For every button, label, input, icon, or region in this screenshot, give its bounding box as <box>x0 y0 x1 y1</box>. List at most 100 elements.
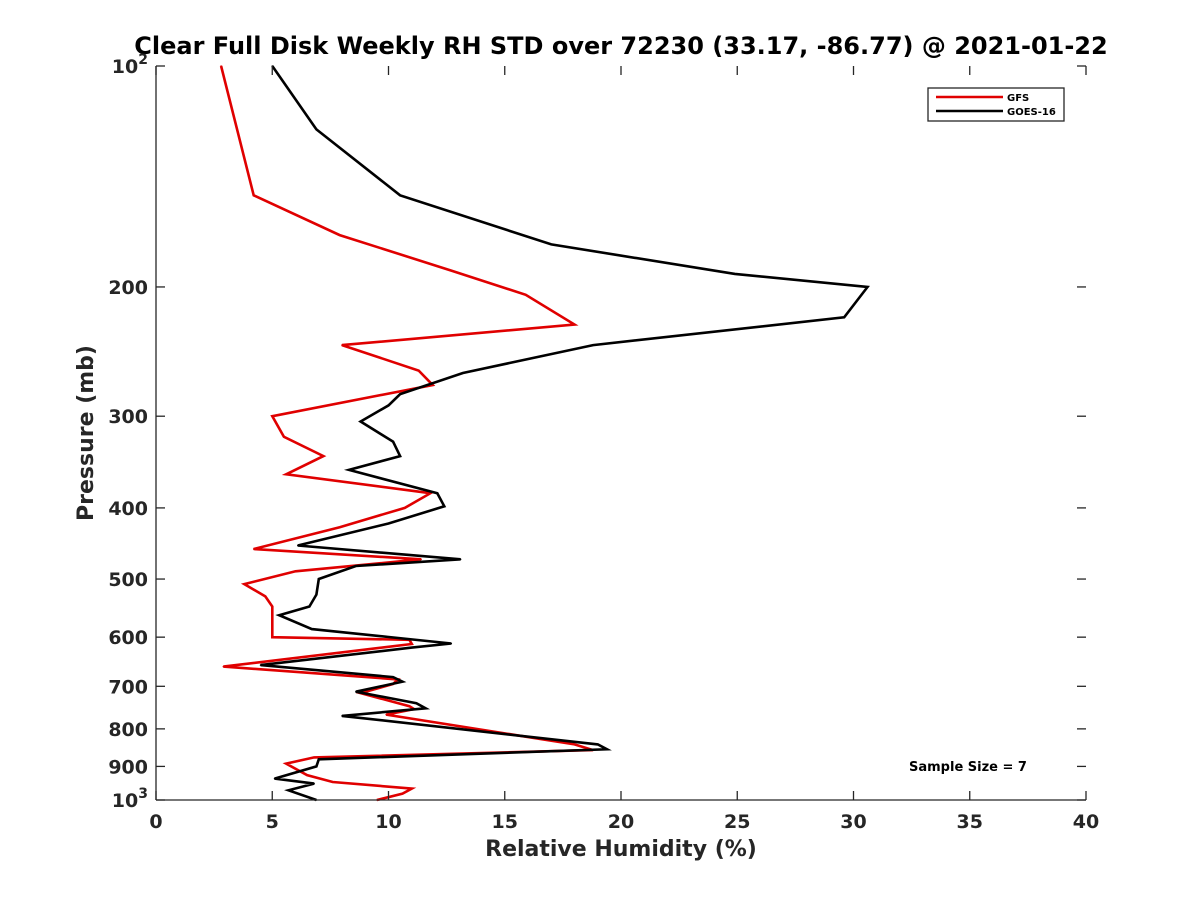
data-point-gfs-24 <box>411 643 413 645</box>
data-point-goes16-26 <box>450 642 453 645</box>
x-tick-label-30: 30 <box>840 811 866 833</box>
data-point-goes16-27 <box>411 646 413 649</box>
data-point-goes16-4 <box>734 273 736 275</box>
data-point-goes16-29 <box>392 676 394 678</box>
x-tick-label-35: 35 <box>957 811 983 833</box>
data-point-gfs-18 <box>294 570 297 573</box>
data-point-gfs-38 <box>411 787 413 790</box>
data-point-gfs-22 <box>271 636 274 638</box>
data-point-goes16-16 <box>443 505 446 508</box>
data-point-goes16-13 <box>399 455 401 457</box>
data-point-goes16-31 <box>355 690 357 693</box>
data-point-goes16-32 <box>415 702 418 704</box>
y-tick-label-900: 900 <box>108 756 148 778</box>
data-point-goes16-33 <box>424 707 427 710</box>
plot-area <box>156 66 1086 800</box>
sample-size-annotation: Sample Size = 7 <box>909 760 1027 775</box>
y-tick-label-800: 800 <box>108 719 148 741</box>
x-tick-label-40: 40 <box>1073 811 1099 833</box>
data-point-gfs-6 <box>341 344 343 346</box>
data-point-gfs-7 <box>417 369 420 372</box>
data-point-gfs-29 <box>408 705 411 707</box>
data-point-goes16-34 <box>341 715 343 717</box>
data-point-goes16-1 <box>315 128 318 131</box>
data-point-gfs-11 <box>322 455 325 457</box>
data-point-gfs-14 <box>404 507 406 509</box>
data-point-goes16-28 <box>259 664 262 666</box>
data-point-goes16-37 <box>318 758 320 761</box>
data-point-gfs-21 <box>271 605 274 608</box>
data-point-gfs-16 <box>252 548 255 550</box>
x-axis-label: Relative Humidity (%) <box>485 837 757 862</box>
data-point-goes16-40 <box>313 782 315 785</box>
x-tick-label-0: 0 <box>149 811 162 833</box>
y-tick-label-100: 102 <box>112 52 148 78</box>
x-tick-label-5: 5 <box>266 811 279 833</box>
data-point-goes16-36 <box>606 748 608 751</box>
data-point-goes16-12 <box>392 440 394 443</box>
data-point-goes16-8 <box>462 372 464 374</box>
data-point-goes16-17 <box>387 522 390 525</box>
y-tick-label-400: 400 <box>108 498 148 520</box>
y-tick-label-300: 300 <box>108 406 148 428</box>
data-point-goes16-6 <box>843 316 845 319</box>
data-point-goes16-25 <box>311 628 313 630</box>
data-point-goes16-15 <box>436 492 439 495</box>
data-point-goes16-23 <box>308 605 311 608</box>
data-point-goes16-2 <box>399 194 401 197</box>
data-point-gfs-31 <box>385 713 388 716</box>
data-point-gfs-20 <box>264 595 267 598</box>
data-point-goes16-14 <box>348 469 350 471</box>
data-point-goes16-18 <box>297 544 299 547</box>
y-tick-label-700: 700 <box>108 676 148 698</box>
legend: GFS GOES-16 <box>927 87 1065 122</box>
data-point-gfs-5 <box>573 323 576 326</box>
data-point-goes16-21 <box>318 578 320 580</box>
data-point-gfs-9 <box>271 415 274 418</box>
x-tick-label-25: 25 <box>724 811 750 833</box>
data-point-gfs-37 <box>331 781 334 783</box>
x-tick-label-10: 10 <box>375 811 401 833</box>
data-point-goes16-20 <box>355 565 357 567</box>
data-point-gfs-36 <box>306 774 308 776</box>
data-point-gfs-17 <box>420 558 422 561</box>
data-point-gfs-19 <box>243 583 246 585</box>
data-point-goes16-19 <box>459 558 462 561</box>
data-point-gfs-15 <box>338 526 341 528</box>
data-point-goes16-11 <box>359 420 362 423</box>
data-point-goes16-22 <box>315 593 318 596</box>
data-point-goes16-24 <box>278 614 281 616</box>
data-point-goes16-38 <box>315 765 318 768</box>
data-point-gfs-10 <box>283 436 285 438</box>
data-point-gfs-32 <box>573 743 576 746</box>
legend-label-gfs: GFS <box>1007 93 1029 104</box>
legend-box <box>927 87 1065 122</box>
data-point-goes16-35 <box>597 743 599 746</box>
y-tick-label-200: 200 <box>108 277 148 299</box>
data-point-goes16-10 <box>387 404 390 407</box>
data-point-gfs-4 <box>524 294 527 296</box>
data-point-goes16-5 <box>866 286 869 288</box>
y-axis-label: Pressure (mb) <box>74 345 99 521</box>
data-point-gfs-39 <box>401 792 404 795</box>
data-point-gfs-0 <box>220 65 222 67</box>
data-point-gfs-25 <box>222 665 225 668</box>
x-tick-label-15: 15 <box>492 811 518 833</box>
data-point-gfs-34 <box>313 756 315 759</box>
plot-background <box>156 66 1086 800</box>
data-point-goes16-3 <box>550 243 553 246</box>
y-tick-label-500: 500 <box>108 569 148 591</box>
data-point-goes16-9 <box>399 393 401 396</box>
x-ticks: 0 5 10 15 20 25 30 35 40 <box>149 66 1099 833</box>
data-point-gfs-12 <box>285 473 288 476</box>
y-tick-label-1000: 103 <box>112 786 148 812</box>
chart-title: Clear Full Disk Weekly RH STD over 72230… <box>134 32 1107 60</box>
data-point-goes16-30 <box>401 680 404 683</box>
data-point-gfs-35 <box>285 762 288 765</box>
data-point-gfs-1 <box>252 194 255 197</box>
x-tick-label-20: 20 <box>608 811 634 833</box>
data-point-goes16-7 <box>592 344 594 346</box>
y-ticks: 102 200 300 400 500 600 700 800 900 103 <box>108 52 1086 812</box>
data-point-goes16-41 <box>287 789 290 792</box>
